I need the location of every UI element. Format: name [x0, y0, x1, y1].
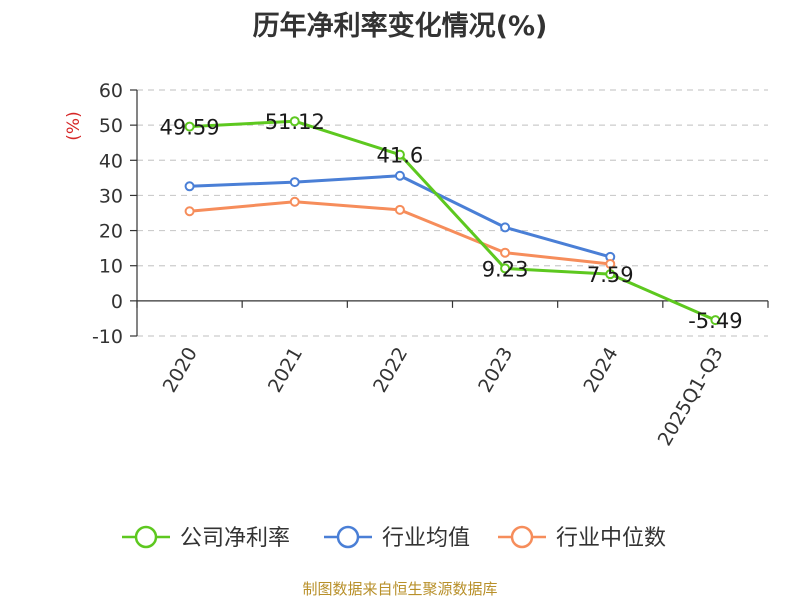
data-labels: 49.59 51.12 41.6 9.23 7.59 -5.49 [160, 110, 743, 333]
series-line [189, 119, 717, 322]
legend-marker [510, 525, 534, 549]
data-label: -5.49 [688, 309, 742, 333]
y-tick-label: 60 [99, 80, 123, 102]
x-tick-label: 2025Q1-Q3 [654, 344, 728, 450]
legend-label: 公司净利率 [180, 526, 290, 551]
data-label: 41.6 [377, 144, 424, 168]
data-label: 9.23 [482, 257, 529, 281]
data-point[interactable] [394, 204, 405, 215]
x-tick-label: 2021 [264, 344, 307, 397]
y-tick-label: -10 [92, 326, 123, 348]
legend-item[interactable]: 行业中位数 [498, 525, 666, 551]
data-label: 51.12 [265, 110, 325, 134]
data-point[interactable] [500, 222, 511, 233]
y-tick-label: 20 [99, 221, 123, 243]
data-point[interactable] [289, 116, 300, 127]
data-label: 49.59 [160, 116, 220, 140]
data-label: 7.59 [587, 263, 634, 287]
y-tick-label: 30 [99, 185, 123, 207]
x-tick-label: 2020 [159, 344, 202, 397]
y-tick-label: 10 [99, 256, 123, 278]
series-group [184, 116, 721, 326]
data-point[interactable] [289, 196, 300, 207]
legend-item[interactable]: 公司净利率 [122, 525, 290, 551]
data-point[interactable] [605, 269, 616, 280]
y-tick-label: 40 [99, 150, 123, 172]
legend-label: 行业均值 [382, 526, 470, 551]
legend: 公司净利率 行业均值 行业中位数 [122, 525, 666, 551]
y-tick-label: 50 [99, 115, 123, 137]
data-point[interactable] [184, 206, 195, 217]
source-note: 制图数据来自恒生聚源数据库 [302, 580, 498, 598]
y-axis-label: (%) [64, 111, 84, 140]
legend-marker [134, 525, 158, 549]
data-point[interactable] [500, 263, 511, 274]
data-point[interactable] [710, 315, 721, 326]
y-tick-label: 0 [111, 291, 123, 313]
chart-title: 历年净利率变化情况(%) [252, 11, 548, 42]
data-point[interactable] [605, 258, 616, 269]
data-point[interactable] [394, 170, 405, 181]
x-tick-label: 2022 [369, 344, 412, 397]
legend-label: 行业中位数 [556, 526, 666, 551]
data-point[interactable] [394, 149, 405, 160]
x-tick-label: 2024 [579, 344, 622, 397]
data-point[interactable] [500, 247, 511, 258]
legend-marker [336, 525, 360, 549]
legend-item[interactable]: 行业均值 [324, 525, 470, 551]
data-point[interactable] [184, 121, 195, 132]
data-point[interactable] [289, 177, 300, 188]
series-line [189, 174, 611, 259]
data-point[interactable] [184, 181, 195, 192]
x-tick-label: 2023 [474, 344, 517, 397]
